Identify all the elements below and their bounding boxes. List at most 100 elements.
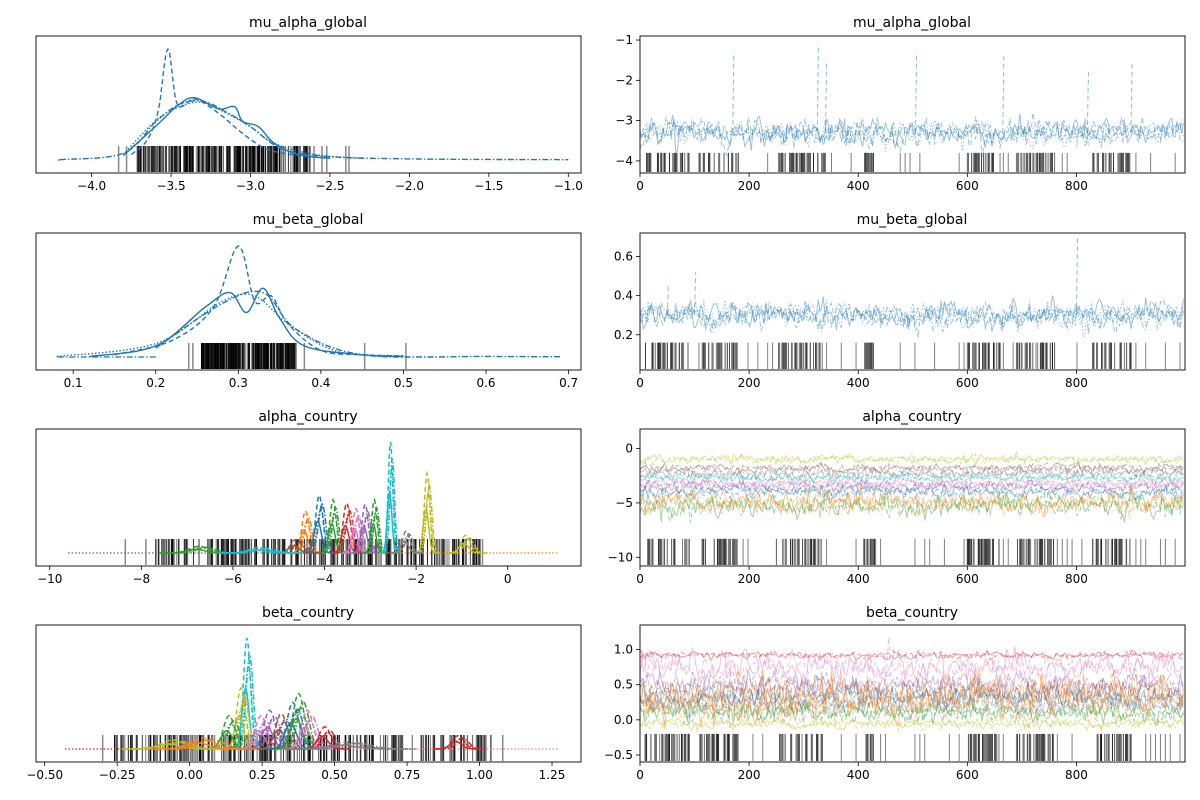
trace-spike	[694, 272, 697, 316]
x-tick-label: 400	[847, 768, 870, 782]
trace-line	[639, 489, 1184, 523]
x-tick-label: 0.4	[311, 376, 330, 390]
divergence-rug	[647, 538, 1176, 565]
y-tick-label: −1	[615, 33, 633, 47]
density-curve	[229, 547, 303, 554]
y-tick-label: −3	[615, 114, 633, 128]
panel-alpha-country-trace: alpha_country 0 200 400 600 800 −10 −5 0	[608, 409, 1186, 586]
trace-line	[639, 299, 1184, 339]
x-tick-label: −8	[132, 572, 150, 586]
y-tick-label: 0.0	[614, 713, 633, 727]
y-tick-label: 0.6	[614, 249, 633, 263]
y-tick-label: −2	[615, 73, 633, 87]
trace-line	[639, 713, 1184, 734]
density-curve	[450, 537, 488, 554]
trace-line	[639, 464, 1184, 484]
plot-area: −0.50 −0.25 0.00 0.25 0.50 0.75 1.00 1.25	[26, 624, 582, 782]
x-tick-label: 0	[636, 768, 644, 782]
x-tick-label: −0.25	[99, 768, 136, 782]
density-curve	[320, 497, 346, 554]
y-tick-label: 0.5	[614, 678, 633, 692]
trace-line	[639, 666, 1184, 730]
x-tick-label: −1.0	[554, 179, 583, 193]
trace-spike	[666, 285, 669, 316]
x-tick-label: 400	[847, 179, 870, 193]
density-curve	[164, 738, 258, 750]
density-curve	[131, 741, 224, 750]
y-tick-label: 0.2	[614, 328, 633, 342]
trace-line	[639, 483, 1184, 519]
density-curve	[307, 502, 337, 554]
trace-line	[639, 460, 1184, 477]
x-tick-label: 600	[956, 768, 979, 782]
panel-title: mu_beta_global	[857, 212, 968, 228]
x-tick-label: 0	[504, 572, 512, 586]
density-curve	[278, 540, 323, 554]
axes-frame	[35, 232, 582, 371]
trace-line	[639, 483, 1184, 502]
trace-line	[639, 646, 1184, 688]
axes-frame	[639, 428, 1186, 567]
trace-line	[639, 450, 1184, 466]
plot-area: 0 200 400 600 800 0.2 0.4 0.6	[614, 232, 1186, 390]
density-curve	[235, 651, 264, 750]
trace-line	[639, 450, 1184, 467]
plot-area: −4.0 −3.5 −3.0 −2.5 −2.0 −1.5 −1.0	[35, 35, 583, 193]
panel-alpha-country-density: alpha_country −10 −8 −6 −4 −2 0	[35, 409, 582, 586]
trace-line	[639, 299, 1184, 337]
trace-line	[639, 488, 1184, 524]
density-curve	[114, 245, 404, 357]
trace-spike	[816, 44, 819, 133]
panel-beta-country-trace: beta_country 0 200 400 600 800 −0.5 0.0 0.5 1.0	[604, 605, 1186, 782]
panel-title: beta_country	[262, 605, 354, 621]
density-curve	[306, 508, 336, 554]
plot-area: 0.1 0.2 0.3 0.4 0.5 0.6 0.7	[35, 232, 582, 390]
trace-line	[639, 476, 1184, 491]
trace-line	[639, 460, 1184, 476]
trace-line	[639, 674, 1184, 711]
trace-line	[639, 464, 1184, 483]
y-tick-label: −4	[615, 154, 633, 168]
x-tick-label: 0.00	[176, 768, 203, 782]
divergence-rug	[644, 733, 1181, 761]
divergence-rug	[188, 343, 407, 369]
trace-line	[639, 476, 1184, 490]
trace-spike	[1086, 72, 1089, 133]
x-tick-label: 0.6	[476, 376, 495, 390]
x-tick-label: −3.0	[236, 179, 265, 193]
density-curve	[299, 742, 416, 750]
axes-frame	[35, 428, 582, 567]
trace-line	[639, 478, 1184, 497]
density-curve	[290, 509, 321, 554]
x-tick-label: 200	[738, 179, 761, 193]
density-curve	[439, 736, 486, 750]
trace-line	[639, 714, 1184, 733]
trace-line	[640, 468, 1184, 487]
trace-line	[639, 484, 1184, 503]
trace-spike	[824, 60, 828, 133]
trace-line	[639, 649, 1184, 661]
x-tick-label: 0.25	[249, 768, 276, 782]
panel-title: alpha_country	[258, 409, 357, 425]
density-curve	[122, 101, 362, 159]
x-tick-label: −2.5	[315, 179, 344, 193]
x-tick-label: 0.2	[146, 376, 165, 390]
x-tick-label: 400	[847, 376, 870, 390]
x-tick-label: 0	[636, 179, 644, 193]
panel-title: mu_alpha_global	[853, 15, 971, 31]
panel-mu-beta-global-trace: mu_beta_global 0 200 400 600 800 0.2 0.4 0.6	[614, 212, 1186, 390]
x-tick-label: −4.0	[77, 179, 106, 193]
x-tick-label: 0.5	[394, 376, 413, 390]
plot-area: 0 200 400 600 800 −4 −3 −2 −1	[615, 33, 1186, 193]
x-tick-label: −0.50	[26, 768, 63, 782]
x-tick-label: −6	[224, 572, 242, 586]
x-tick-label: 0.7	[559, 376, 578, 390]
trace-line	[640, 470, 1184, 485]
axes-frame	[35, 35, 582, 174]
x-tick-label: 600	[956, 376, 979, 390]
x-tick-label: 800	[1065, 376, 1088, 390]
density-curve	[354, 510, 381, 554]
x-tick-label: 0.75	[394, 768, 421, 782]
divergence-rug	[639, 342, 1181, 369]
